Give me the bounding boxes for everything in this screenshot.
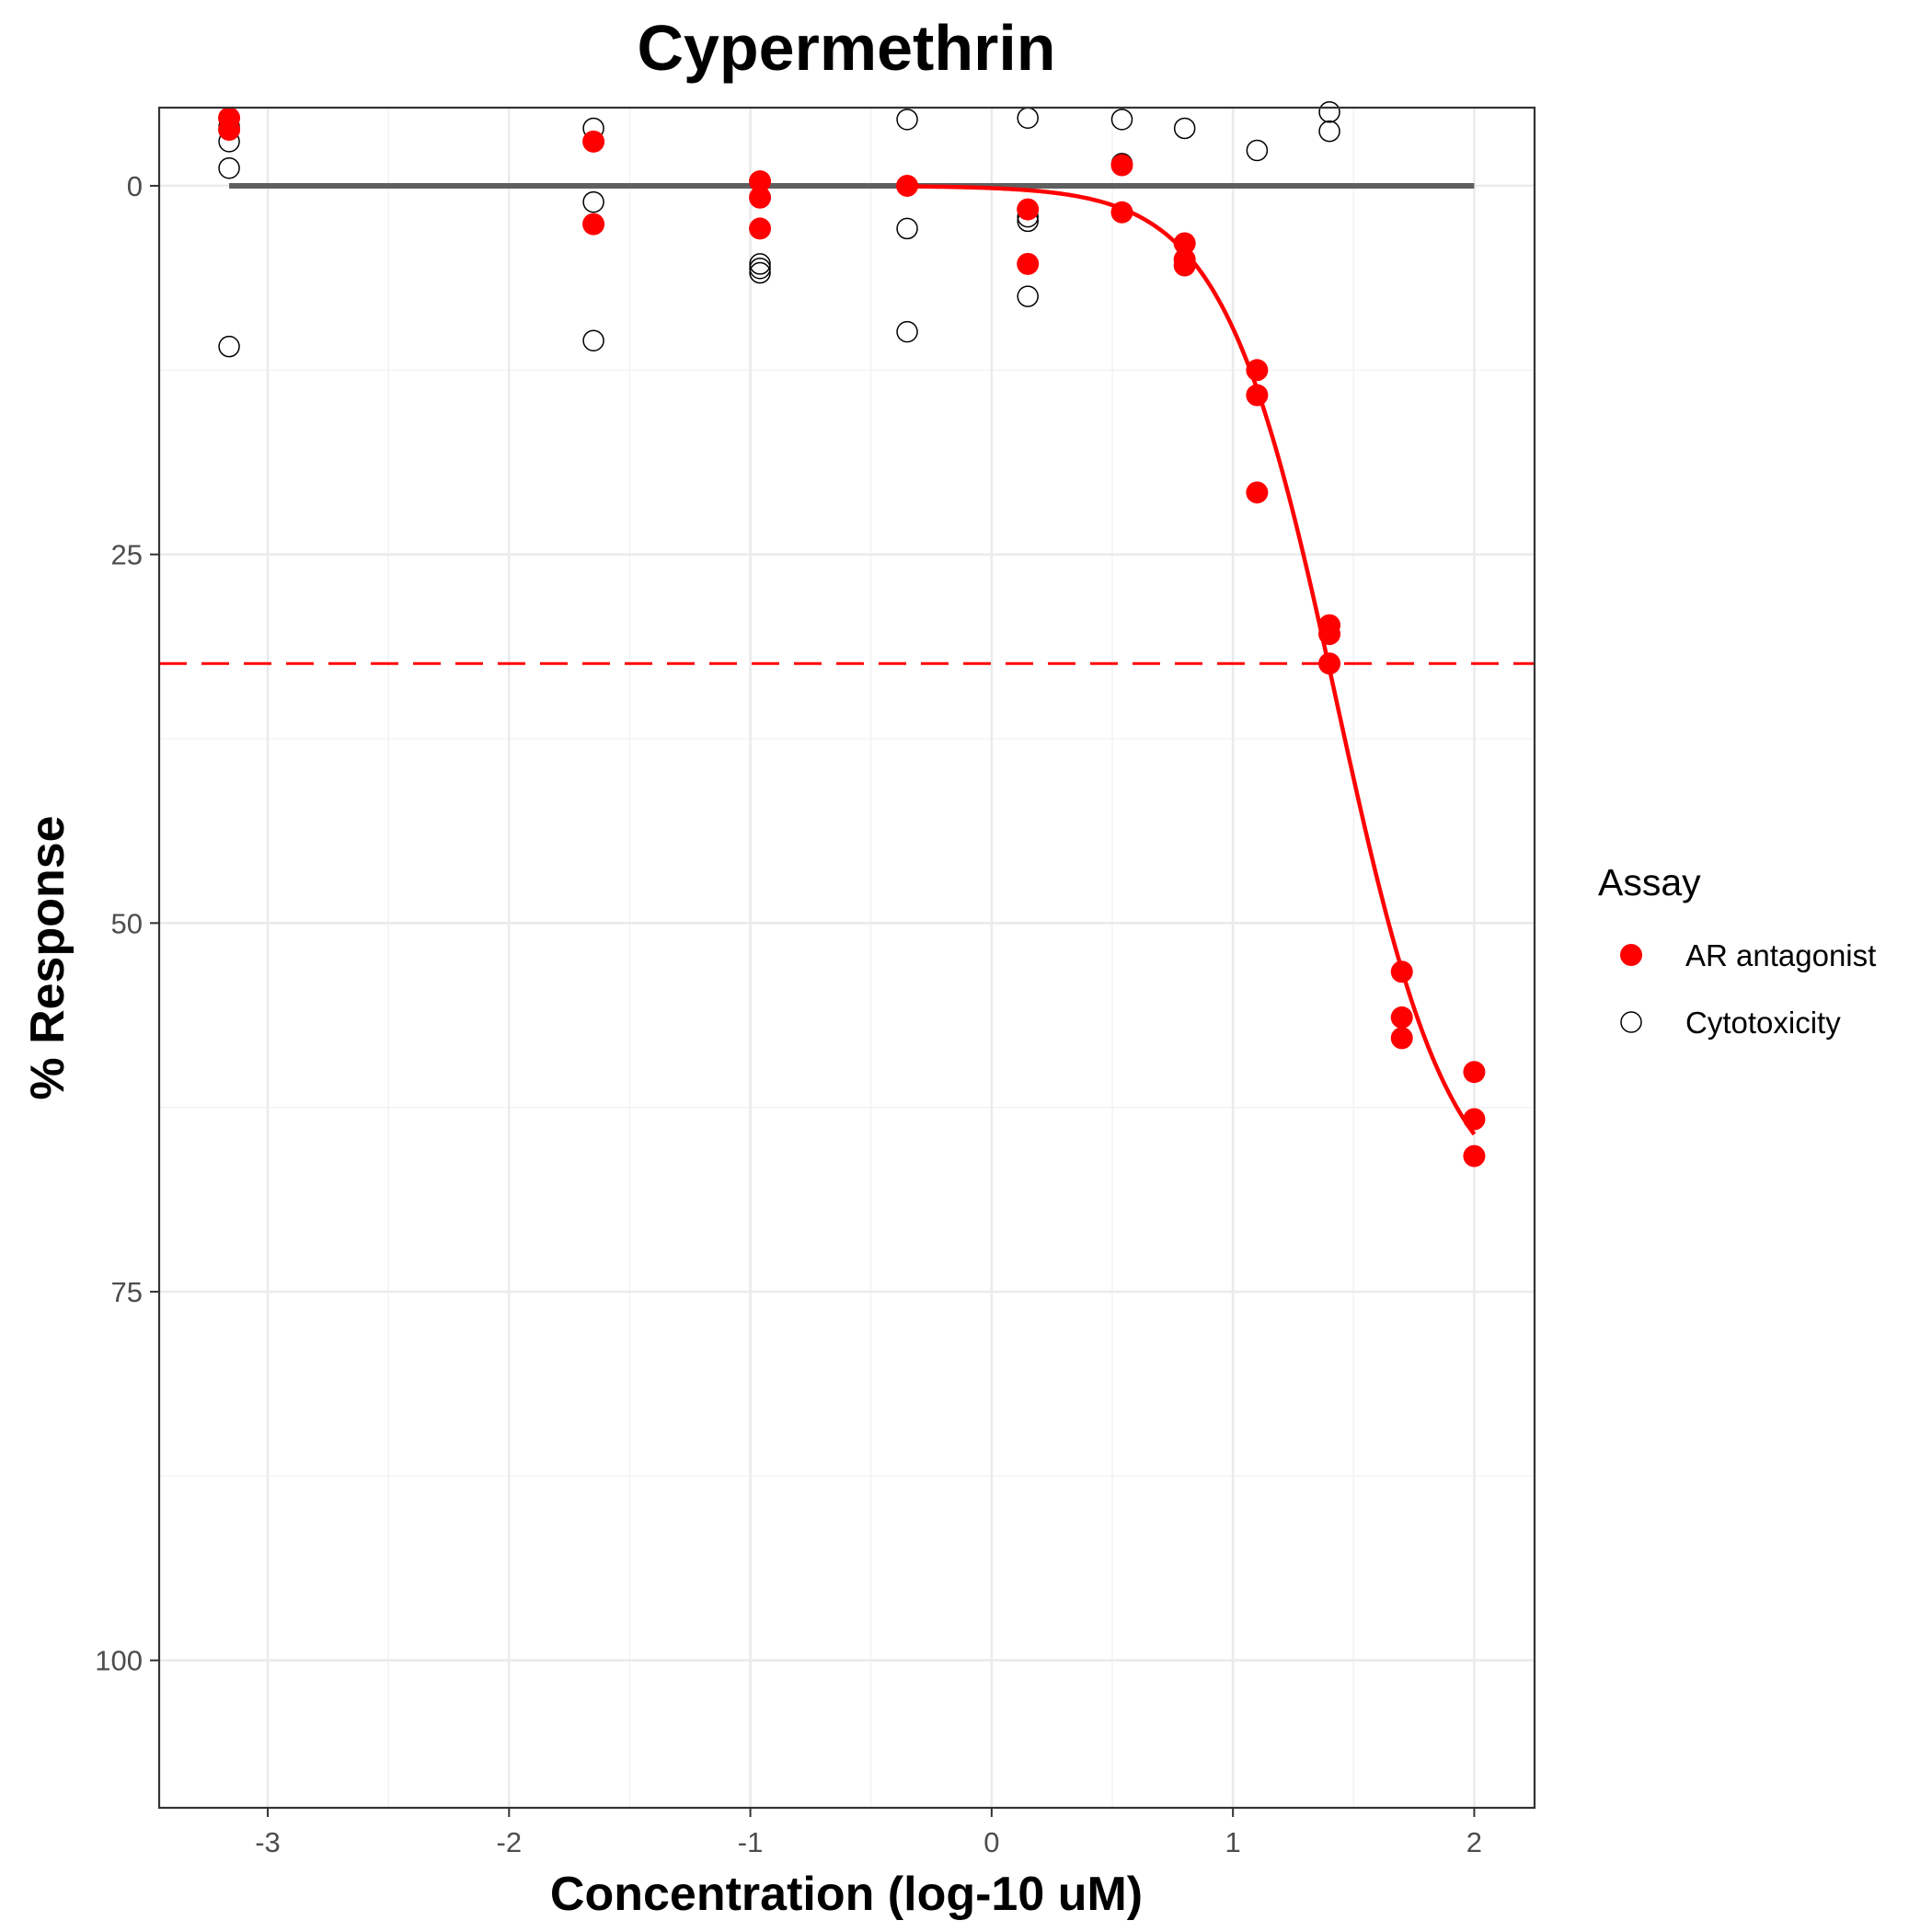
panel-background (159, 108, 1535, 1808)
cytotoxicity-point (582, 329, 604, 351)
cytotoxicity-point (1318, 101, 1340, 123)
ar-antagonist-point (1463, 1144, 1486, 1167)
ar-antagonist-point (582, 130, 605, 153)
ar-antagonist-point (582, 213, 605, 236)
legend-label-cytotoxicity: Cytotoxicity (1685, 1006, 1841, 1040)
cytotoxicity-point (1246, 139, 1269, 162)
cytotoxicity-point (218, 156, 240, 179)
x-tick-label: -2 (497, 1826, 523, 1858)
chart-title: Cypermethrin (637, 12, 1055, 84)
x-tick-label: 2 (1466, 1826, 1482, 1858)
y-tick-label: 50 (111, 907, 143, 939)
ar-antagonist-point (1110, 154, 1133, 177)
plot-panel (157, 101, 1536, 1810)
cytotoxicity-point (1173, 117, 1196, 140)
ar-antagonist-point (896, 174, 919, 197)
cytotoxicity-point (1110, 109, 1133, 131)
cytotoxicity-point (896, 217, 918, 240)
ar-antagonist-point (1173, 232, 1196, 255)
ar-antagonist-point (1463, 1108, 1486, 1131)
legend-title: Assay (1598, 861, 1701, 903)
ar-antagonist-point (1390, 1006, 1413, 1029)
cytotoxicity-point (582, 190, 604, 213)
ar-antagonist-point (1173, 254, 1196, 277)
x-tick-label: 0 (983, 1826, 999, 1858)
ar-antagonist-point (1246, 359, 1269, 382)
ar-antagonist-point (1017, 252, 1040, 275)
ar-antagonist-point (749, 217, 772, 240)
y-tick-label: 100 (95, 1645, 143, 1677)
cytotoxicity-point (1318, 120, 1340, 143)
cytotoxicity-point (749, 253, 771, 275)
legend-key-ar-antagonist (1620, 944, 1642, 966)
y-axis-title: % Response (21, 815, 75, 1099)
ar-antagonist-point (1318, 623, 1341, 646)
cytotoxicity-point (896, 109, 918, 131)
cytotoxicity-point (1017, 285, 1039, 307)
cytotoxicity-point (749, 261, 771, 284)
panel-border (157, 106, 1536, 1810)
legend-key-cytotoxicity (1620, 1011, 1642, 1033)
ar-antagonist-points (218, 107, 1486, 1167)
y-axis: 0 25 50 75 100 (95, 170, 159, 1677)
y-tick-label: 75 (111, 1276, 143, 1308)
grid-minor (159, 108, 1535, 1808)
ar-antagonist-point (749, 186, 772, 209)
ar-antagonist-point (1318, 652, 1341, 675)
legend-label-ar-antagonist: AR antagonist (1685, 938, 1876, 972)
ar-antagonist-point (1390, 1027, 1413, 1050)
ar-antagonist-point (1463, 1061, 1486, 1084)
cytotoxicity-point (896, 320, 918, 343)
ar-antagonist-point (749, 170, 772, 193)
x-tick-label: -3 (255, 1826, 281, 1858)
x-axis-title: Concentration (log-10 uM) (550, 1868, 1143, 1921)
x-tick-label: -1 (738, 1826, 764, 1858)
legend: Assay AR antagonist Cytotoxicity (1598, 861, 1876, 1040)
ar-antagonist-point (1246, 384, 1269, 407)
y-tick-label: 0 (127, 170, 143, 202)
y-tick-label: 25 (111, 539, 143, 571)
ar-antagonist-point (1390, 960, 1413, 983)
ar-antagonist-point (1110, 201, 1133, 224)
ar-antagonist-point (1246, 481, 1269, 504)
cytotoxicity-point (218, 335, 240, 358)
ar-antagonist-point (1017, 198, 1040, 221)
x-tick-label: 1 (1225, 1826, 1241, 1858)
x-axis: -3 -2 -1 0 1 2 (255, 1808, 1482, 1858)
cytotoxicity-point (749, 257, 771, 280)
ar-antagonist-point (218, 119, 241, 142)
